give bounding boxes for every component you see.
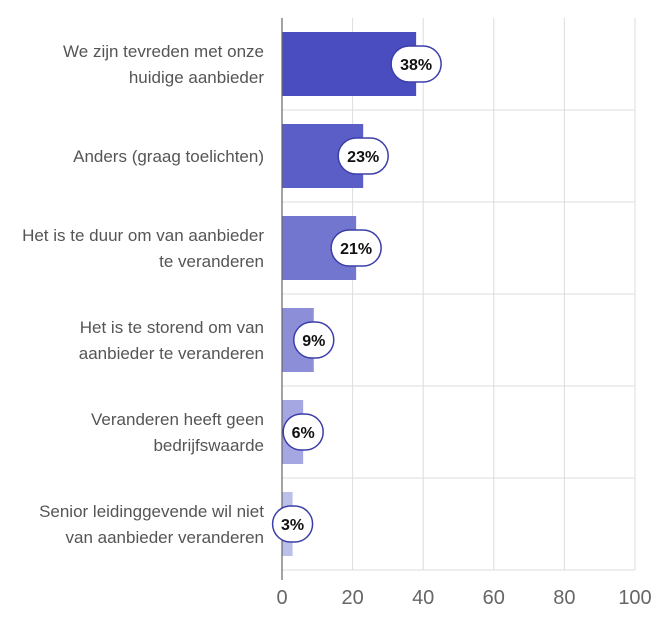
value-labels: 38% 23% 21% 9% 6% 3% [271, 45, 442, 543]
category-label: huidige aanbieder [129, 68, 265, 87]
category-label: Het is te duur om van aanbieder [22, 226, 264, 245]
x-tick-label: 20 [341, 587, 363, 609]
category-label: van aanbieder veranderen [66, 528, 264, 547]
gridlines [282, 18, 636, 571]
category-label: te veranderen [159, 252, 264, 271]
x-axis-ticks: 0 20 40 60 80 100 [276, 587, 651, 609]
value-label-pill [330, 229, 382, 267]
x-tick-label: 100 [618, 587, 651, 609]
value-label: 21% [340, 241, 372, 258]
x-tick-label: 0 [276, 587, 287, 609]
value-label-pill [390, 45, 442, 83]
category-label: Het is te storend om van [80, 318, 264, 337]
category-label: bedrijfswaarde [153, 436, 264, 455]
category-label: Anders (graag toelichten) [73, 147, 264, 166]
value-label-pill [282, 413, 324, 451]
value-label: 23% [347, 149, 379, 166]
category-label: We zijn tevreden met onze [63, 42, 264, 61]
value-label: 3% [281, 517, 304, 534]
value-label-pill [337, 137, 389, 175]
value-label: 9% [302, 333, 325, 350]
value-label: 6% [292, 425, 315, 442]
value-label: 38% [400, 57, 432, 74]
x-tick-label: 60 [483, 587, 505, 609]
x-tick-label: 40 [412, 587, 434, 609]
x-tick-label: 80 [553, 587, 575, 609]
category-labels: We zijn tevreden met onze huidige aanbied… [22, 42, 264, 547]
category-label: Senior leidinggevende wil niet [39, 502, 264, 521]
category-label: aanbieder te veranderen [79, 344, 264, 363]
category-label: Veranderen heeft geen [91, 410, 264, 429]
value-label-pill [293, 321, 335, 359]
value-label-pill [271, 505, 314, 543]
